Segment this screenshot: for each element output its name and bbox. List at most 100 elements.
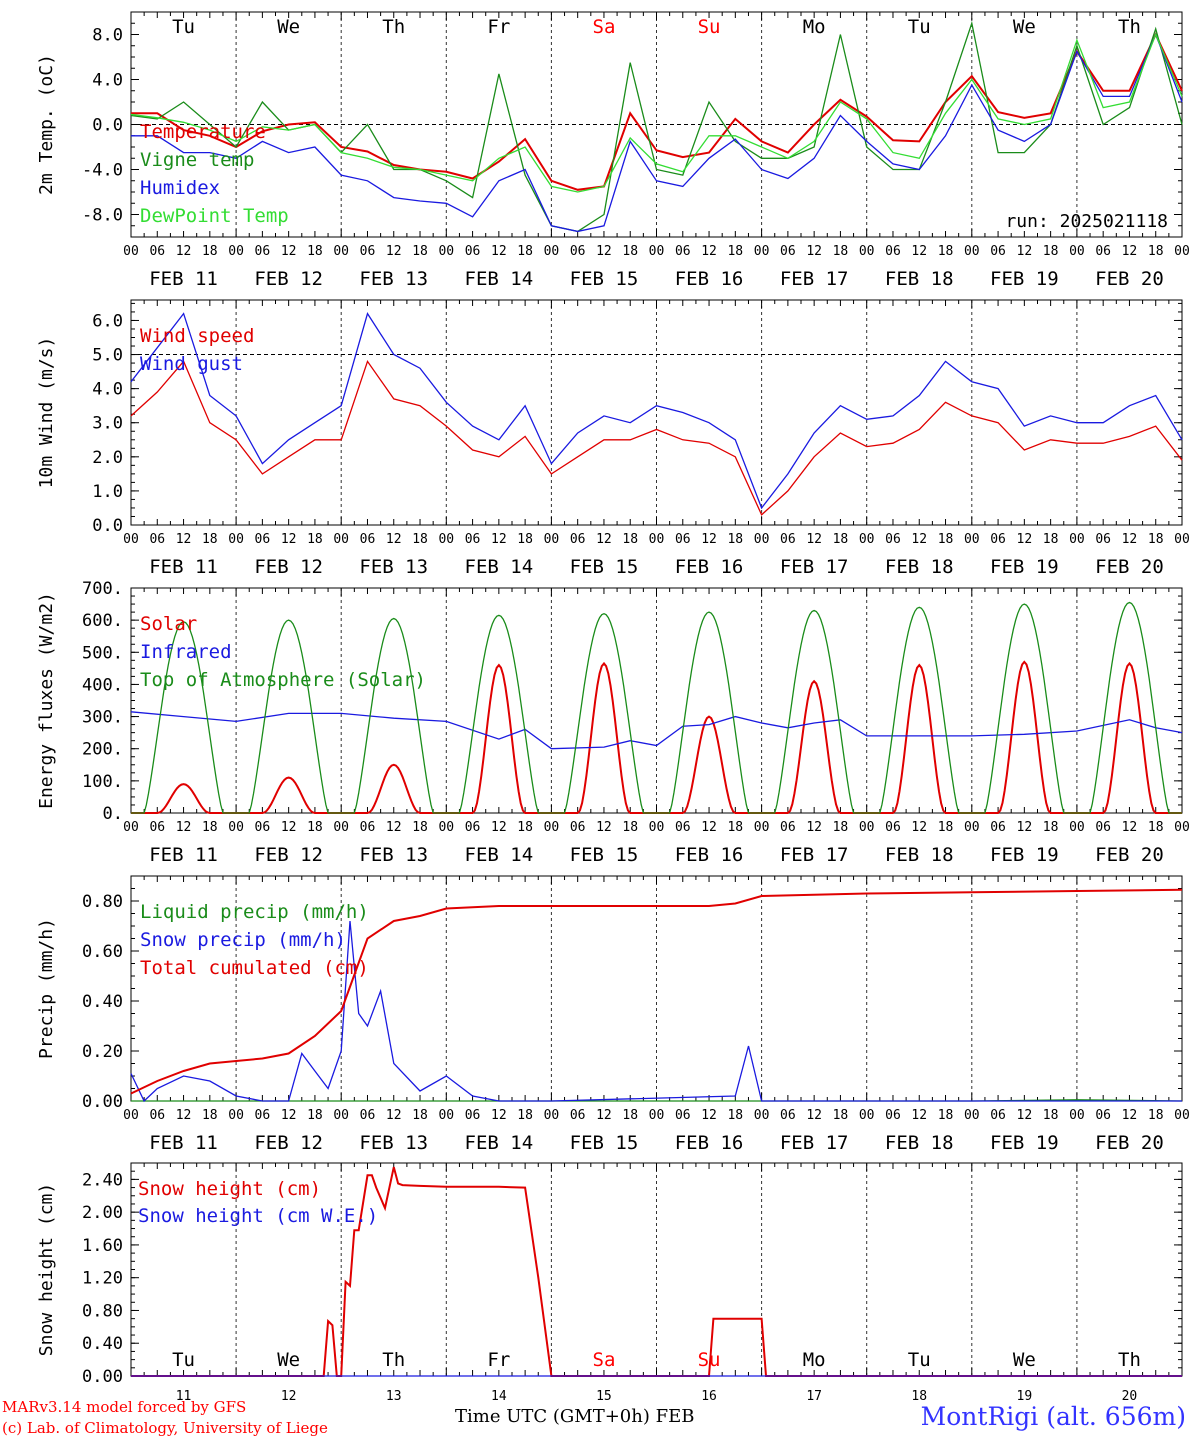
x-hour-label: 12 [596,532,612,547]
y-tick-label: 200. [82,740,123,760]
x-hour-label: 00 [1174,532,1190,547]
weekday-label: Tu [908,16,931,38]
weekday-label: Tu [172,1349,195,1371]
y-tick-label: 500. [82,643,123,663]
x-hour-label: 00 [964,820,980,835]
x-hour-label: 18 [517,244,533,259]
legend-entry: Total cumulated (cm) [140,957,369,979]
x-hour-label: 00 [438,1108,454,1123]
x-date-label: FEB 18 [885,1132,954,1154]
series-line-wind-speed [130,359,1183,516]
x-hour-label: 06 [570,820,586,835]
y-tick-label: 1.20 [82,1269,123,1289]
x-date-label: FEB 17 [780,556,849,578]
x-hour-label: 00 [228,532,244,547]
x-date-label: FEB 11 [149,1132,218,1154]
x-date-label: FEB 16 [675,844,744,866]
station-label: MontRigi (alt. 656m) [920,1402,1186,1431]
y-tick-label: 2.00 [82,1203,123,1223]
x-hour-label: 12 [911,244,927,259]
x-hour-label: 06 [570,244,586,259]
y-axis-label: Snow height (cm) [36,1183,57,1356]
y-tick-label: 1.0 [92,482,123,502]
x-hour-label: 18 [307,244,323,259]
x-hour-label: 06 [149,820,165,835]
weekday-label: Th [382,1349,405,1371]
x-hour-label: 06 [360,1108,376,1123]
x-date-label: FEB 13 [359,1132,428,1154]
x-hour-label: 12 [806,820,822,835]
x-hour-label: 18 [833,244,849,259]
legend-entry: Snow height (cm) [138,1178,321,1200]
x-hour-label: 00 [123,532,139,547]
panel-3: 0. 100. 200. 300. 400. 500. 600. 700. Energy flu… [36,579,1190,866]
y-axis-label: Precip (mm/h) [36,918,57,1059]
x-date-label: FEB 13 [359,268,428,290]
x-hour-label: 12 [176,532,192,547]
x-hour-label: 12 [596,820,612,835]
x-hour-label: 06 [885,820,901,835]
x-hour-label: 12 [1017,532,1033,547]
weekday-label: We [277,1349,300,1371]
x-hour-label: 06 [990,1108,1006,1123]
x-hour-label: 18 [517,820,533,835]
x-hour-label: 00 [333,532,349,547]
legend-entry: Wind speed [140,325,254,347]
x-hour-label: 06 [149,244,165,259]
x-date-label: FEB 12 [254,556,323,578]
x-hour-label: 00 [964,532,980,547]
x-day-number: 19 [1017,1389,1033,1404]
x-hour-label: 18 [938,244,954,259]
time-axis-label: Time UTC (GMT+0h) FEB [455,1406,695,1427]
x-hour-label: 12 [596,244,612,259]
x-hour-label: 06 [1095,820,1111,835]
x-hour-label: 00 [544,244,560,259]
y-tick-label: 0.40 [82,992,123,1012]
y-tick-label: 0.0 [92,516,123,536]
x-hour-label: 06 [360,532,376,547]
y-tick-label: 300. [82,708,123,728]
weekday-label: Fr [487,1349,510,1371]
x-hour-label: 00 [754,532,770,547]
weekday-label: Th [1118,1349,1141,1371]
x-hour-label: 00 [1174,820,1190,835]
x-hour-label: 12 [386,1108,402,1123]
x-hour-label: 12 [176,820,192,835]
x-hour-label: 00 [333,1108,349,1123]
x-hour-label: 00 [438,244,454,259]
x-date-label: FEB 17 [780,268,849,290]
x-date-label: FEB 19 [990,1132,1059,1154]
weekday-label: Tu [172,16,195,38]
x-hour-label: 12 [491,1108,507,1123]
x-hour-label: 12 [386,532,402,547]
panel-2: 0.0 1.0 2.0 3.0 4.0 5.0 6.0 10m Wind (m/s) 00 06 1… [36,299,1190,578]
x-hour-label: 12 [176,1108,192,1123]
x-date-label: FEB 14 [465,556,534,578]
y-tick-label: 0.80 [82,1301,123,1321]
run-annotation: run: 2025021118 [1005,211,1168,232]
x-hour-label: 18 [412,532,428,547]
y-tick-label: 3.0 [92,414,123,434]
x-hour-label: 00 [1069,820,1085,835]
x-hour-label: 12 [386,820,402,835]
weekday-label: Mo [803,1349,826,1371]
y-tick-label: 8.0 [92,26,123,46]
x-hour-label: 12 [281,532,297,547]
x-date-label: FEB 19 [990,844,1059,866]
x-hour-label: 00 [544,820,560,835]
x-date-label: FEB 16 [675,1132,744,1154]
model-credit: MARv3.14 model forced by GFS [2,1398,247,1416]
x-hour-label: 00 [754,820,770,835]
x-hour-label: 06 [990,244,1006,259]
weekday-label: We [277,16,300,38]
panel-5: 0.00 0.40 0.80 1.20 1.60 2.00 2.40 Snow height … [36,1162,1183,1404]
x-hour-label: 12 [491,244,507,259]
x-hour-label: 00 [228,820,244,835]
x-hour-label: 18 [1148,532,1164,547]
x-hour-label: 18 [938,1108,954,1123]
x-hour-label: 06 [255,820,271,835]
x-hour-label: 06 [1095,1108,1111,1123]
x-hour-label: 00 [754,244,770,259]
weekday-label: Th [1118,16,1141,38]
x-hour-label: 00 [123,1108,139,1123]
